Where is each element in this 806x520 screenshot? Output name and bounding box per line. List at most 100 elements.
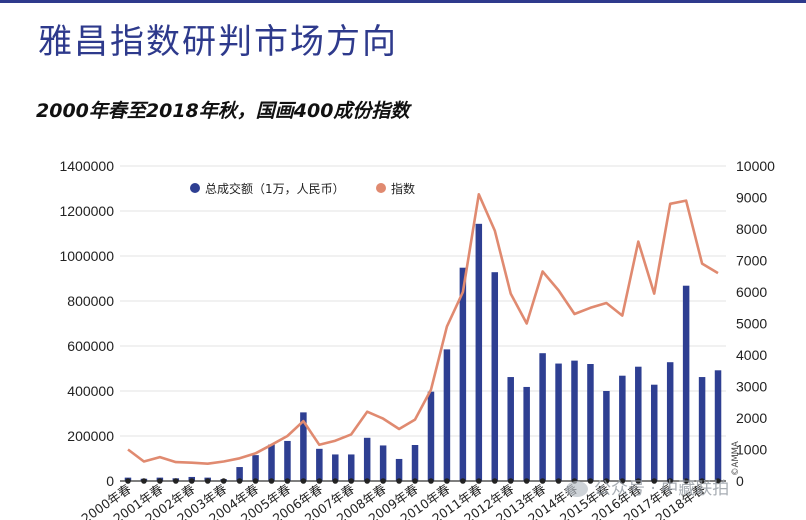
bar bbox=[555, 363, 562, 481]
baseline-marker bbox=[476, 478, 482, 484]
baseline-marker bbox=[236, 478, 243, 484]
page-title: 雅昌指数研判市场方向 bbox=[38, 22, 398, 62]
baseline-marker bbox=[157, 478, 163, 484]
baseline-marker bbox=[651, 478, 658, 484]
legend-label-line: 指数 bbox=[391, 181, 415, 196]
baseline-marker bbox=[491, 478, 498, 484]
legend-label-bars: 总成交额（1万，人民币） bbox=[205, 181, 345, 196]
y-right-tick-label: 3000 bbox=[736, 379, 767, 395]
page-subtitle: 2000年春至2018年秋，国画400成份指数 bbox=[36, 100, 410, 122]
bar bbox=[459, 267, 467, 481]
baseline-marker bbox=[125, 478, 131, 484]
bar bbox=[300, 412, 307, 481]
bar bbox=[539, 353, 546, 481]
bar bbox=[363, 437, 371, 481]
bar bbox=[475, 223, 483, 481]
baseline-marker bbox=[619, 478, 626, 484]
baseline-marker bbox=[220, 478, 227, 484]
baseline-marker bbox=[715, 478, 721, 484]
y-left-tick-label: 1000000 bbox=[59, 248, 114, 264]
baseline-marker bbox=[284, 478, 291, 484]
top-rule bbox=[0, 0, 806, 3]
baseline-marker bbox=[507, 478, 514, 484]
bar bbox=[571, 360, 578, 481]
bar bbox=[252, 455, 259, 481]
baseline-marker bbox=[173, 478, 179, 484]
y-left-tick-label: 1400000 bbox=[59, 158, 114, 174]
bar bbox=[284, 440, 291, 481]
y-left-tick-label: 200000 bbox=[67, 428, 114, 444]
baseline-marker bbox=[587, 478, 594, 484]
baseline-marker bbox=[667, 478, 673, 484]
y-right-tick-label: 8000 bbox=[736, 221, 767, 237]
y-right-tick-label: 9000 bbox=[736, 190, 767, 206]
bar bbox=[395, 458, 403, 481]
baseline-marker bbox=[412, 478, 418, 484]
baseline-marker bbox=[683, 478, 689, 484]
bar bbox=[666, 362, 674, 481]
bar bbox=[379, 445, 387, 481]
bar bbox=[650, 384, 658, 481]
bar bbox=[603, 391, 610, 481]
bar bbox=[507, 377, 514, 481]
y-right-tick-label: 1000 bbox=[736, 442, 767, 458]
bar bbox=[443, 349, 451, 481]
baseline-marker bbox=[204, 478, 211, 484]
bar bbox=[411, 445, 419, 481]
bar bbox=[427, 391, 435, 481]
watermark: 公众号 · 中藏联拍 bbox=[566, 474, 729, 499]
bar bbox=[491, 272, 499, 481]
bar bbox=[698, 377, 706, 481]
legend-marker-bars bbox=[190, 183, 200, 193]
y-left-tick-label: 400000 bbox=[67, 383, 114, 399]
y-left-tick-label: 1200000 bbox=[59, 203, 114, 219]
y-right-tick-label: 7000 bbox=[736, 253, 767, 269]
y-right-tick-label: 2000 bbox=[736, 410, 767, 426]
baseline-marker bbox=[539, 478, 546, 484]
baseline-marker bbox=[603, 478, 610, 484]
y-left-tick-label: 800000 bbox=[67, 293, 114, 309]
watermark-text: 公众号 · 中藏联拍 bbox=[594, 479, 730, 499]
bar bbox=[347, 454, 355, 481]
wechat-icon bbox=[566, 481, 588, 497]
baseline-marker bbox=[252, 478, 259, 484]
index-line bbox=[127, 193, 719, 466]
legend-marker-line bbox=[376, 183, 386, 193]
bar bbox=[682, 285, 690, 481]
baseline-marker bbox=[635, 478, 642, 484]
copyright-label: ©AMMA bbox=[731, 441, 741, 476]
baseline-marker bbox=[460, 478, 466, 484]
baseline-marker bbox=[428, 478, 434, 484]
y-right-tick-label: 0 bbox=[736, 473, 744, 489]
baseline-marker bbox=[348, 478, 355, 484]
bar bbox=[236, 467, 243, 481]
y-right-tick-label: 5000 bbox=[736, 316, 767, 332]
baseline-marker bbox=[332, 478, 339, 484]
baseline-marker bbox=[300, 478, 307, 484]
bar bbox=[587, 364, 594, 481]
y-right-tick-label: 6000 bbox=[736, 284, 767, 300]
baseline-marker bbox=[380, 478, 386, 484]
bar bbox=[619, 375, 626, 481]
baseline-marker bbox=[555, 478, 562, 484]
y-left-tick-label: 600000 bbox=[67, 338, 114, 354]
baseline-marker bbox=[523, 478, 530, 484]
bar bbox=[268, 444, 275, 481]
baseline-marker bbox=[444, 478, 450, 484]
bar bbox=[523, 386, 530, 481]
baseline-marker bbox=[699, 478, 705, 484]
baseline-marker bbox=[141, 478, 147, 484]
bar bbox=[635, 366, 642, 481]
bar bbox=[714, 370, 722, 481]
y-right-tick-label: 4000 bbox=[736, 347, 767, 363]
baseline-marker bbox=[188, 478, 195, 484]
bar bbox=[316, 448, 323, 481]
baseline-marker bbox=[364, 478, 370, 484]
baseline-marker bbox=[268, 478, 275, 484]
baseline-marker bbox=[316, 478, 323, 484]
y-right-tick-label: 10000 bbox=[736, 158, 775, 174]
y-left-tick-label: 0 bbox=[106, 473, 114, 489]
baseline-marker bbox=[396, 478, 402, 484]
bar bbox=[332, 454, 339, 481]
